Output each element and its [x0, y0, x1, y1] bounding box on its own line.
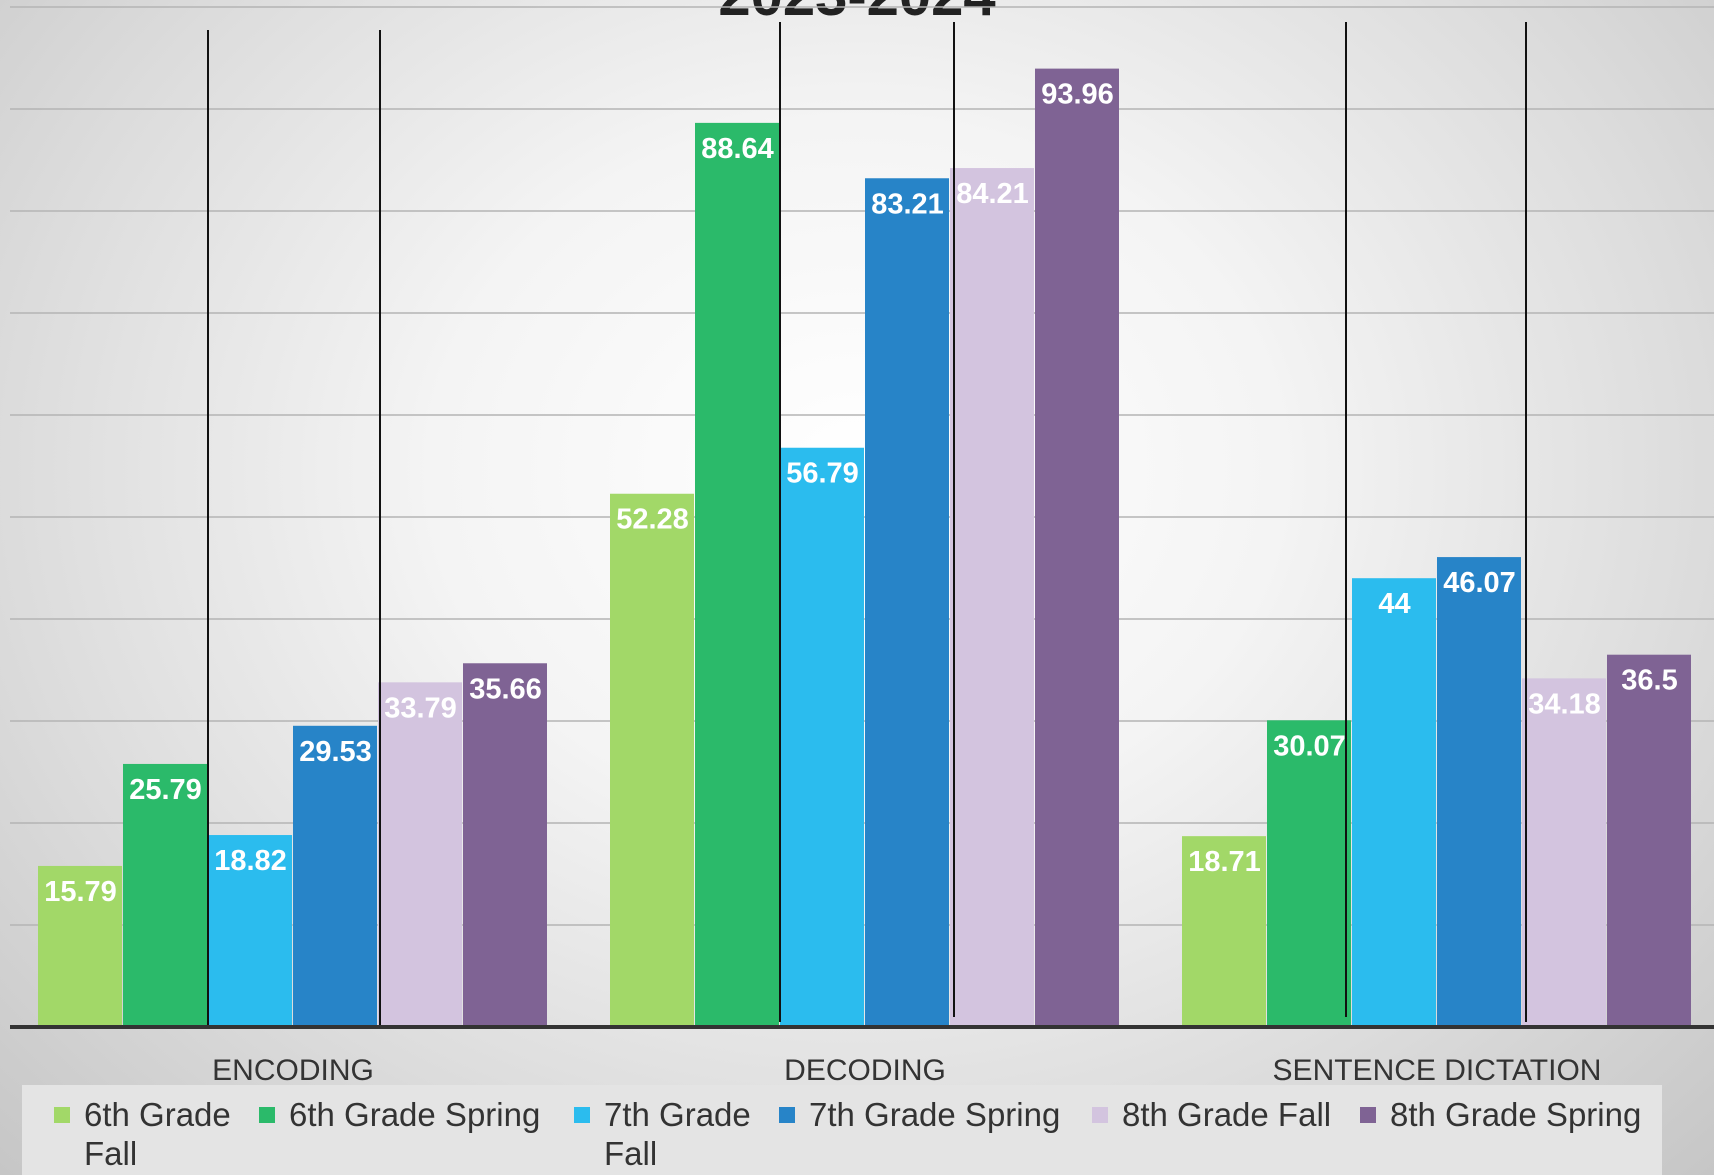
data-label: 34.18	[1528, 688, 1601, 720]
bar	[123, 763, 207, 1027]
bar	[780, 447, 864, 1027]
data-label: 33.79	[384, 692, 457, 724]
bar	[38, 865, 122, 1027]
data-label: 15.79	[44, 876, 117, 908]
x-tick-label: DECODING	[784, 1054, 946, 1085]
data-label: 35.66	[469, 673, 542, 705]
data-label: 18.71	[1188, 846, 1261, 878]
bar	[950, 168, 1034, 1028]
legend-item: 7th Grade Spring	[779, 1095, 1109, 1134]
bar	[378, 682, 462, 1027]
data-label: 25.79	[129, 774, 202, 806]
data-label: 84.21	[956, 178, 1029, 210]
legend-item: 8th Grade Spring	[1360, 1095, 1680, 1134]
legend-item: 8th Grade Fall	[1092, 1095, 1372, 1134]
bar	[1182, 836, 1266, 1027]
legend-label: 7th Grade Fall	[604, 1096, 751, 1172]
legend-item: 6th Grade Fall	[54, 1095, 264, 1173]
legend-item: 6th Grade Spring	[259, 1095, 589, 1134]
legend-swatch	[54, 1107, 70, 1123]
legend-label: 8th Grade Fall	[1122, 1096, 1332, 1133]
legend-label: 8th Grade Spring	[1390, 1096, 1642, 1133]
data-label: 93.96	[1041, 79, 1114, 111]
bar	[463, 663, 547, 1027]
bar	[1522, 678, 1606, 1027]
data-label: 83.21	[871, 188, 944, 220]
bar-chart: 15.79 25.79 18.82 29.53 33.79 35.66 ENCODING 52…	[10, 6, 1714, 1085]
data-label: 29.53	[299, 736, 372, 768]
legend: 6th Grade Fall 6th Grade Spring 7th Grade …	[22, 1085, 1662, 1175]
legend-item: 7th Grade Fall	[574, 1095, 804, 1173]
legend-label: 6th Grade Spring	[289, 1096, 541, 1133]
bar	[208, 835, 292, 1027]
data-label: 56.79	[786, 458, 859, 490]
chart-title: 2023-2024	[0, 0, 1714, 29]
data-label: 46.07	[1443, 567, 1516, 599]
legend-swatch	[1092, 1107, 1108, 1123]
bar	[865, 178, 949, 1027]
bar	[293, 725, 377, 1027]
data-label: 18.82	[214, 845, 287, 877]
legend-label: 7th Grade Spring	[809, 1096, 1061, 1133]
data-label: 36.5	[1621, 665, 1677, 697]
legend-swatch	[1360, 1107, 1376, 1123]
x-tick-label: SENTENCE DICTATION	[1273, 1054, 1602, 1085]
legend-swatch	[779, 1107, 795, 1123]
bar	[1352, 578, 1436, 1027]
legend-swatch	[259, 1107, 275, 1123]
x-tick-label: ENCODING	[212, 1054, 374, 1085]
data-label: 88.64	[701, 133, 774, 165]
bar	[1437, 557, 1521, 1027]
legend-swatch	[574, 1107, 590, 1123]
bar	[1607, 654, 1691, 1027]
data-label: 52.28	[616, 504, 689, 536]
bar	[1267, 720, 1351, 1027]
data-label: 44	[1378, 588, 1410, 620]
bar	[1035, 68, 1119, 1027]
data-label: 30.07	[1273, 730, 1346, 762]
bar	[695, 122, 779, 1027]
bar	[610, 493, 694, 1027]
legend-label: 6th Grade Fall	[84, 1096, 231, 1172]
